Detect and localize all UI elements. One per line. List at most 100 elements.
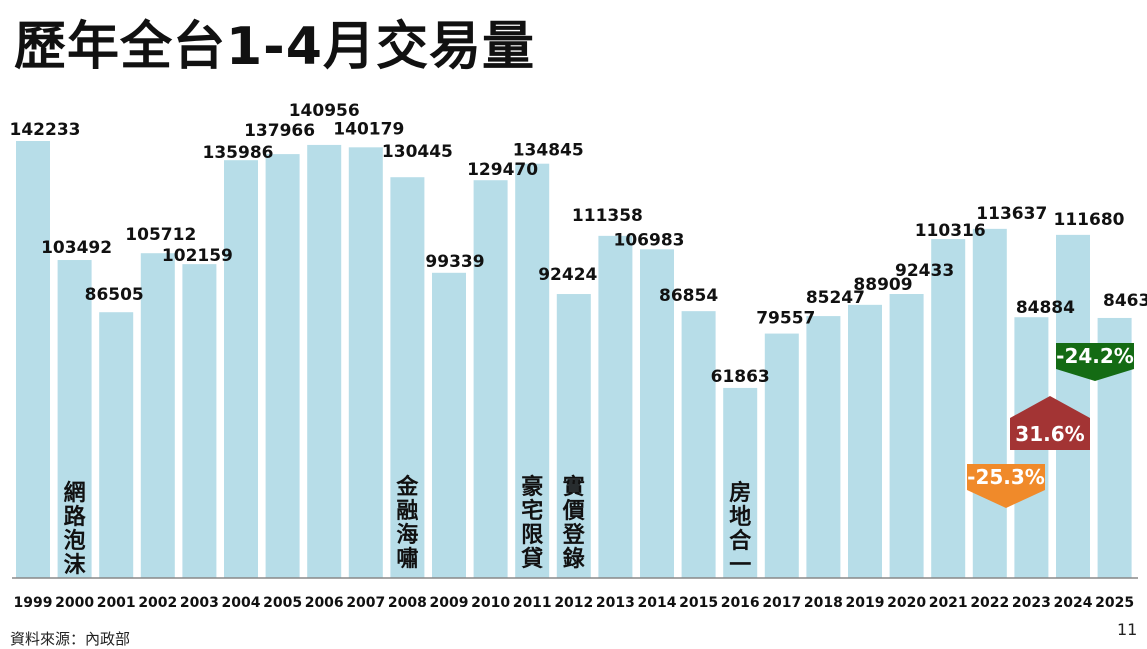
x-tick-2002: 2002 <box>138 595 177 611</box>
bar-2010 <box>473 180 508 579</box>
bar-2018 <box>806 316 841 578</box>
value-label-2006: 140956 <box>289 101 360 121</box>
x-tick-2006: 2006 <box>305 595 344 611</box>
value-label-2015: 86854 <box>659 286 718 306</box>
bar-2002 <box>140 253 175 578</box>
bar-2012 <box>556 294 591 578</box>
x-tick-2022: 2022 <box>970 595 1009 611</box>
value-label-2022: 113637 <box>976 204 1047 224</box>
page-number: 11 <box>1117 620 1138 639</box>
value-label-2010: 129470 <box>467 160 538 180</box>
x-tick-labels-layer: 1999 2000 2001 2002 2003 2004 2005 2006 2007 2008… <box>14 595 1135 611</box>
annotation-2016: 房地合一 <box>729 480 752 578</box>
x-tick-2000: 2000 <box>55 595 94 611</box>
bar-2008 <box>390 177 425 579</box>
bars-layer <box>16 141 1132 579</box>
x-tick-2023: 2023 <box>1012 595 1051 611</box>
value-label-2004: 135986 <box>203 143 274 163</box>
value-label-2007: 140179 <box>333 119 404 139</box>
bar-2019 <box>848 304 882 578</box>
value-label-2014: 106983 <box>614 230 685 250</box>
badge-label-2025: -24.2% <box>1056 344 1134 368</box>
x-tick-2001: 2001 <box>97 595 136 611</box>
value-label-2011: 134845 <box>513 141 584 161</box>
badge-shape-2025 <box>1056 343 1134 381</box>
x-tick-2004: 2004 <box>222 595 261 611</box>
x-tick-2011: 2011 <box>513 595 552 611</box>
value-label-2000: 103492 <box>41 238 112 258</box>
annotation-2012: 實價登錄 <box>562 474 586 572</box>
x-tick-2021: 2021 <box>929 595 968 611</box>
x-tick-2018: 2018 <box>804 595 843 611</box>
bar-2005 <box>265 154 300 578</box>
badge-shape-2023 <box>967 464 1045 508</box>
x-tick-2019: 2019 <box>846 595 885 611</box>
x-tick-2010: 2010 <box>471 595 510 611</box>
change-badge-2025: -24.2% <box>1056 343 1134 381</box>
badge-label-2023: -25.3% <box>967 465 1045 489</box>
value-label-2018: 85247 <box>806 288 865 308</box>
value-label-2016: 61863 <box>711 367 770 387</box>
badge-label-2024: 31.6% <box>1015 422 1084 446</box>
x-tick-2014: 2014 <box>638 595 677 611</box>
source-note: 資料來源：內政部 <box>10 630 131 648</box>
bar-1999 <box>16 141 50 578</box>
x-tick-2015: 2015 <box>679 595 718 611</box>
bar-2004 <box>224 160 258 579</box>
bar-2022 <box>972 228 1007 579</box>
bar-2006 <box>307 144 342 579</box>
x-tick-1999: 1999 <box>14 595 53 611</box>
value-label-2003: 102159 <box>162 246 233 266</box>
bar-2017 <box>764 333 799 578</box>
x-tick-2020: 2020 <box>887 595 926 611</box>
change-badge-2023: -25.3% <box>967 464 1045 508</box>
value-label-2001: 86505 <box>85 285 144 305</box>
x-tick-2025: 2025 <box>1095 595 1134 611</box>
change-badge-2024: 31.6% <box>1010 396 1090 450</box>
x-tick-2009: 2009 <box>430 595 469 611</box>
annotation-2000: 網路泡沫 <box>64 480 87 578</box>
value-label-2024: 111680 <box>1054 210 1125 230</box>
bar-2009 <box>432 272 466 578</box>
value-label-1999: 142233 <box>10 120 81 140</box>
x-tick-2005: 2005 <box>263 595 302 611</box>
value-label-2021: 110316 <box>915 221 986 241</box>
x-tick-2008: 2008 <box>388 595 427 611</box>
x-tick-2007: 2007 <box>346 595 385 611</box>
value-label-2023: 84884 <box>1016 298 1075 318</box>
bar-2003 <box>182 264 217 578</box>
value-label-2020: 92433 <box>895 261 954 281</box>
value-label-2002: 105712 <box>125 225 196 245</box>
value-label-2005: 137966 <box>244 121 315 141</box>
bar-2020 <box>889 294 924 578</box>
badge-shape-2024 <box>1010 396 1090 450</box>
value-label-2009: 99339 <box>425 252 484 272</box>
bar-2021 <box>931 239 966 578</box>
x-tick-2003: 2003 <box>180 595 219 611</box>
badges-layer: -25.3% 31.6% -24.2% <box>967 343 1134 508</box>
value-label-2025: 84637 <box>1103 291 1147 311</box>
bar-2016 <box>723 387 758 578</box>
annotation-2008: 金融海嘯 <box>395 474 419 572</box>
x-tick-2012: 2012 <box>554 595 593 611</box>
value-label-2013: 111358 <box>572 206 643 226</box>
value-label-2008: 130445 <box>382 142 453 162</box>
annotation-2011: 豪宅限貸 <box>520 474 543 572</box>
page-title: 歷年全台1-4月交易量 <box>14 17 535 77</box>
x-tick-2017: 2017 <box>762 595 801 611</box>
bar-2015 <box>681 311 716 578</box>
bar-2011 <box>515 163 550 578</box>
value-label-2017: 79557 <box>756 309 815 329</box>
bar-2013 <box>598 235 633 578</box>
value-label-2012: 92424 <box>538 265 597 285</box>
bar-2000 <box>57 260 92 578</box>
bar-2001 <box>99 312 134 578</box>
bar-2007 <box>348 147 383 578</box>
bar-2014 <box>640 249 674 579</box>
x-tick-2013: 2013 <box>596 595 635 611</box>
x-tick-2016: 2016 <box>721 595 760 611</box>
x-tick-2024: 2024 <box>1054 595 1093 611</box>
